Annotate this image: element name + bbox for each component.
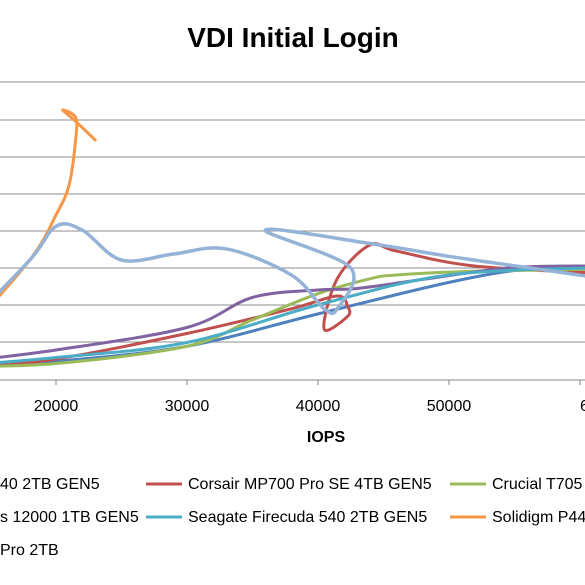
series-line — [0, 264, 585, 359]
legend-label: 40 2TB GEN5 — [0, 476, 100, 493]
series-line — [0, 108, 97, 298]
x-tick-labels: 20000 30000 40000 50000 60 — [34, 380, 585, 415]
series-line — [0, 267, 585, 368]
x-tick-label: 60 — [580, 398, 585, 415]
legend-label: s 12000 1TB GEN5 — [0, 509, 139, 526]
series-line — [0, 242, 585, 368]
series-line — [0, 264, 585, 366]
x-tick-label: 30000 — [165, 398, 210, 415]
x-tick-label: 40000 — [296, 398, 341, 415]
series-line — [0, 266, 585, 364]
x-tick-label: 20000 — [34, 398, 79, 415]
legend-label: Crucial T705 — [492, 476, 583, 493]
series-line — [0, 222, 585, 316]
series-lines — [0, 108, 585, 368]
legend-label: Corsair MP700 Pro SE 4TB GEN5 — [188, 476, 432, 493]
legend: 40 2TB GEN5 Corsair MP700 Pro SE 4TB GEN5… — [0, 476, 585, 559]
x-tick-label: 50000 — [427, 398, 472, 415]
x-axis-label: IOPS — [307, 429, 346, 446]
legend-label: Pro 2TB — [0, 542, 59, 559]
legend-label: Solidigm P44 — [492, 509, 585, 526]
chart-title: VDI Initial Login — [187, 22, 399, 53]
legend-label: Seagate Firecuda 540 2TB GEN5 — [188, 509, 427, 526]
